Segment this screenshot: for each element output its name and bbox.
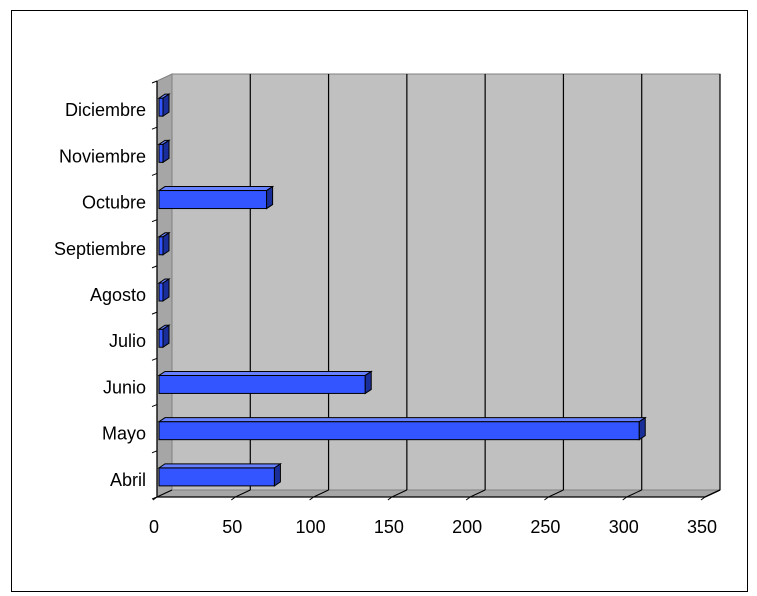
x-tick bbox=[230, 496, 236, 501]
y-tick bbox=[151, 450, 158, 454]
y-tick bbox=[151, 265, 158, 269]
bar bbox=[158, 97, 164, 117]
y-tick bbox=[151, 219, 158, 223]
y-tick bbox=[151, 311, 158, 315]
bar-top bbox=[157, 417, 647, 423]
floor-gridline bbox=[313, 489, 329, 498]
y-tick bbox=[151, 126, 158, 130]
y-tick bbox=[151, 172, 158, 176]
x-tick bbox=[700, 496, 706, 501]
bar bbox=[158, 421, 640, 441]
bar-top bbox=[157, 463, 283, 469]
x-tick bbox=[622, 496, 628, 501]
bar bbox=[158, 190, 268, 210]
x-tick bbox=[309, 496, 314, 501]
bar-side bbox=[273, 462, 281, 487]
bar-side bbox=[162, 93, 170, 118]
bar-side bbox=[162, 231, 170, 256]
floor-gridline bbox=[235, 489, 251, 498]
y-tick-label: Mayo bbox=[102, 424, 146, 444]
y-tick bbox=[151, 80, 158, 84]
x-tick bbox=[152, 496, 158, 501]
x-tick bbox=[387, 496, 393, 501]
x-tick-label: 250 bbox=[530, 517, 560, 537]
bar bbox=[158, 467, 275, 487]
x-tick-label: 150 bbox=[374, 517, 404, 537]
floor-gridline bbox=[156, 489, 173, 498]
x-tick-label: 350 bbox=[687, 517, 717, 537]
bar-top bbox=[157, 186, 275, 192]
axes bbox=[151, 80, 721, 501]
bar-top bbox=[157, 370, 373, 376]
bar-side bbox=[162, 139, 170, 164]
bar-side bbox=[364, 370, 372, 395]
x-tick-label: 0 bbox=[149, 517, 159, 537]
bar bbox=[158, 236, 164, 256]
y-tick bbox=[151, 357, 158, 361]
tick-labels: Abril Mayo Junio Julio Agosto Septiembre Octub… bbox=[54, 100, 717, 537]
x-tick bbox=[544, 496, 549, 501]
x-tick-label: 200 bbox=[452, 517, 482, 537]
y-tick-label: Septiembre bbox=[54, 239, 146, 259]
floor-gridline bbox=[548, 489, 564, 498]
y-tick-label: Agosto bbox=[90, 285, 146, 305]
floor-gridline bbox=[626, 489, 642, 498]
y-tick-label: Abril bbox=[110, 470, 146, 490]
y-tick-label: Julio bbox=[109, 331, 146, 351]
x-axis-end bbox=[704, 489, 721, 498]
bar-side bbox=[638, 416, 646, 441]
bars bbox=[157, 93, 647, 487]
x-tick-label: 300 bbox=[609, 517, 639, 537]
bar-side bbox=[162, 324, 170, 349]
x-tick-label: 100 bbox=[296, 517, 326, 537]
floor-gridline bbox=[391, 489, 408, 498]
bar bbox=[158, 282, 164, 302]
y-tick-label: Noviembre bbox=[59, 146, 146, 166]
bar-side bbox=[266, 185, 274, 210]
y-tick-label: Octubre bbox=[82, 193, 146, 213]
bar bbox=[158, 374, 366, 394]
y-tick bbox=[151, 404, 158, 408]
x-tick-label: 50 bbox=[222, 517, 242, 537]
x-tick bbox=[465, 496, 471, 501]
bar-side bbox=[162, 278, 170, 302]
floor bbox=[156, 489, 721, 498]
floor-gridline bbox=[469, 489, 486, 498]
bar bbox=[158, 143, 164, 163]
bar bbox=[158, 328, 164, 348]
y-tick-label: Junio bbox=[103, 377, 146, 397]
y-tick-label: Diciembre bbox=[65, 100, 146, 120]
